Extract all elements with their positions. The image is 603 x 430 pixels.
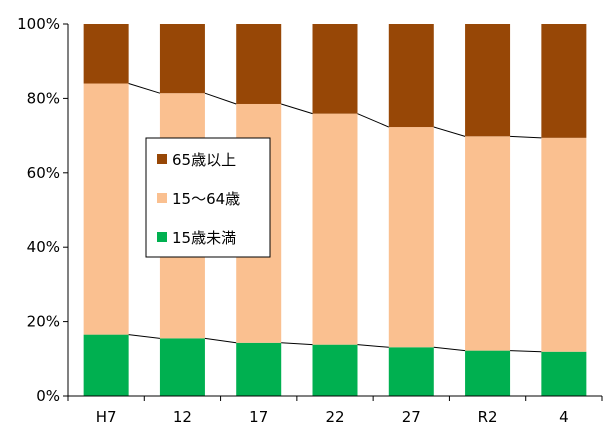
bar-segment-4-s2 [541, 24, 587, 138]
y-tick-label: 40% [27, 238, 60, 256]
connector-line-1-0 [204, 337, 237, 344]
connector-line-3-0 [357, 344, 389, 348]
connector-line-0-1 [128, 83, 161, 94]
x-tick-label: 4 [559, 408, 569, 426]
x-tick-label: 27 [402, 408, 421, 426]
bar-segment-4-s1 [541, 137, 587, 352]
bar-segment-4-s0 [541, 351, 587, 396]
legend-swatch-15-64 [157, 193, 167, 203]
x-tick-label: 12 [173, 408, 192, 426]
connector-line-3-1 [357, 113, 389, 128]
x-tick-label: H7 [96, 408, 117, 426]
bar-segment-22-s1 [312, 113, 358, 345]
bar-segment-R2-s0 [465, 350, 511, 396]
bar-segment-22-s0 [312, 344, 358, 396]
connector-line-1-1 [204, 92, 237, 105]
bar-segment-R2-s1 [465, 136, 511, 351]
legend: 65歳以上 15〜64歳 15歳未満 [145, 137, 271, 258]
legend-label-under-15: 15歳未満 [172, 229, 236, 247]
bar-segment-17-s2 [236, 24, 282, 104]
bar-segment-22-s2 [312, 24, 358, 114]
bar-segment-27-s1 [388, 127, 434, 348]
bar-segment-H7-s1 [83, 83, 129, 335]
connector-line-5-0 [510, 350, 542, 353]
y-tick-label: 20% [27, 313, 60, 331]
y-tick-label: 80% [27, 89, 60, 107]
x-tick-label: R2 [478, 408, 498, 426]
connector-line-2-0 [281, 342, 313, 346]
bar-segment-27-s0 [388, 347, 434, 396]
connector-line-5-1 [510, 135, 542, 139]
y-tick-labels: 0% 20% 40% 60% 80% 100% [17, 15, 60, 405]
axes [63, 23, 603, 401]
connector-line-2-1 [281, 103, 313, 115]
bar-segment-R2-s2 [465, 24, 511, 137]
legend-label-65-plus: 65歳以上 [172, 151, 236, 169]
x-tick-label: 17 [249, 408, 268, 426]
legend-swatch-65-plus [157, 154, 167, 164]
connector-line-0-0 [128, 334, 160, 339]
y-tick-label: 100% [17, 15, 60, 33]
connector-lines [128, 83, 542, 353]
bar-segment-12-s0 [159, 338, 205, 396]
bar-segment-H7-s0 [83, 334, 129, 396]
legend-swatch-under-15 [157, 232, 167, 242]
y-tick-label: 0% [36, 387, 60, 405]
bar-segment-12-s2 [159, 24, 205, 94]
x-tick-labels: H7 12 17 22 27 R2 4 [96, 408, 569, 426]
connector-line-4-1 [433, 126, 466, 137]
bar-segment-H7-s2 [83, 24, 129, 84]
bar-segment-27-s2 [388, 24, 434, 128]
legend-label-15-64: 15〜64歳 [172, 190, 240, 208]
bar-segment-17-s0 [236, 342, 282, 396]
connector-line-4-0 [433, 346, 466, 352]
x-tick-label: 22 [325, 408, 344, 426]
y-tick-label: 60% [27, 164, 60, 182]
